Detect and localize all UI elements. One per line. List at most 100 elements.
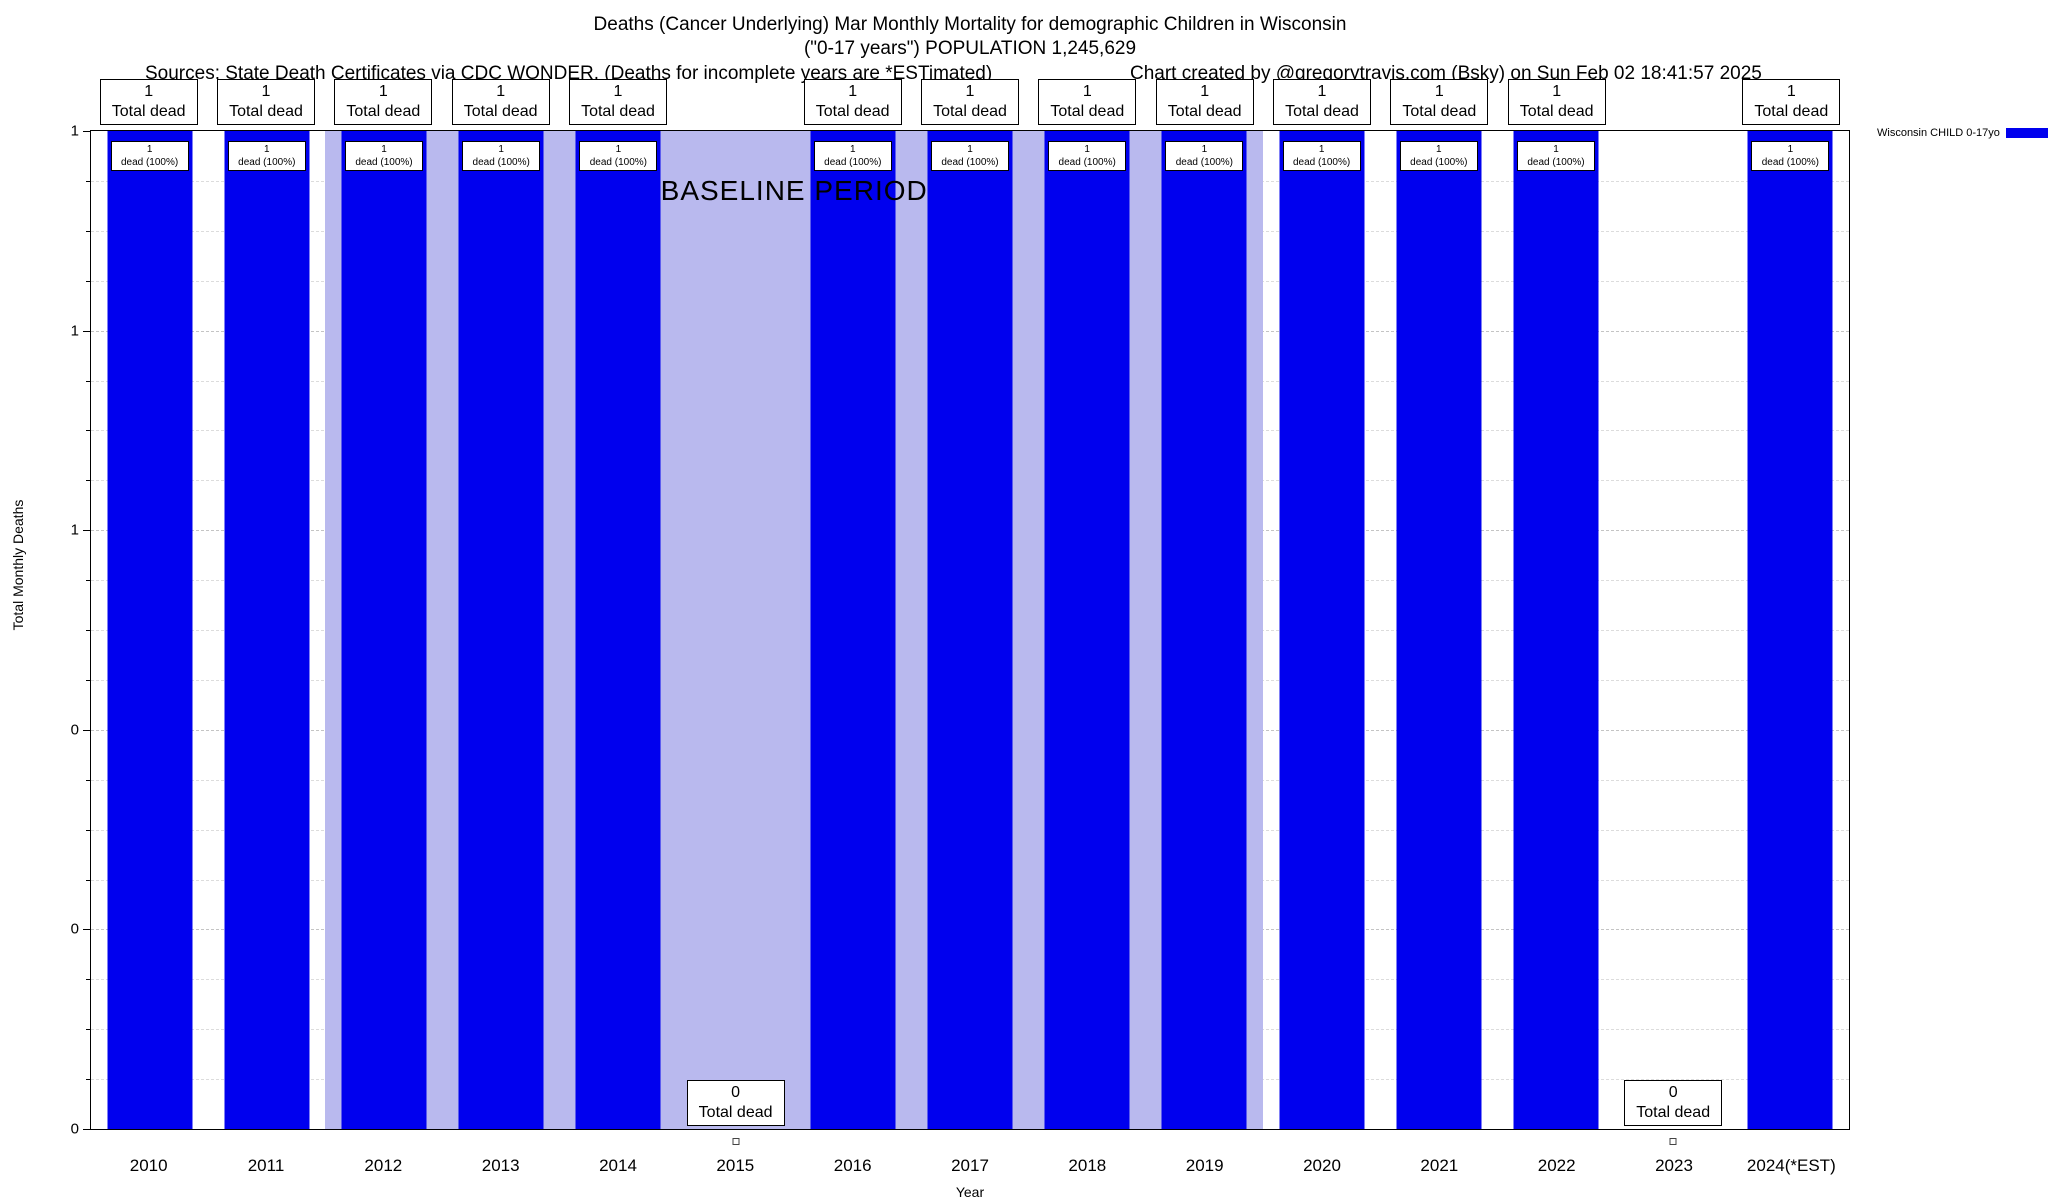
legend-color-swatch — [2005, 128, 2048, 138]
bar-dead-count: 1 — [615, 144, 622, 155]
y-tick-mark — [86, 679, 91, 681]
total-dead-label: Total dead — [581, 103, 655, 120]
x-tick-label: 2020 — [1303, 1156, 1341, 1175]
y-tick-label: 0 — [70, 1120, 79, 1138]
y-tick-mark — [86, 230, 91, 232]
bar-dead-count: 1 — [146, 144, 153, 155]
bar — [1747, 131, 1833, 1129]
x-tick-label: 2023 — [1655, 1156, 1693, 1175]
x-tick-label: 2016 — [833, 1156, 872, 1175]
total-dead-label: Total dead — [1402, 103, 1477, 120]
y-tick-mark — [83, 929, 91, 931]
y-tick-label: 0 — [70, 920, 79, 938]
bar-dead-count: 1 — [381, 144, 387, 155]
total-dead-label: Total dead — [815, 103, 890, 120]
bar-dead-count: 1 — [1318, 144, 1325, 155]
y-tick-mark — [86, 430, 91, 432]
total-dead-label: Total dead — [1754, 103, 1829, 120]
total-dead-label: Total dead — [698, 1104, 773, 1121]
bar-dead-pct-box: 1 dead (100%) — [813, 141, 892, 171]
total-dead-count: 1 — [848, 83, 858, 100]
zero-bar-marker — [1669, 1138, 1677, 1145]
y-tick-mark — [86, 1029, 91, 1031]
bar — [107, 131, 193, 1129]
total-dead-box: 1 Total dead — [569, 79, 667, 125]
y-tick-mark — [86, 879, 91, 881]
y-tick-mark — [83, 330, 91, 332]
total-dead-label: Total dead — [1285, 103, 1359, 120]
legend: Wisconsin CHILD 0-17yo — [1877, 127, 2048, 139]
total-dead-count: 0 — [1668, 1084, 1678, 1101]
chart-sources: Sources: State Death Certificates via CD… — [145, 62, 993, 84]
x-tick-label: 2015 — [716, 1156, 755, 1175]
x-tick-label: 2012 — [364, 1156, 403, 1175]
bar-dead-pct-label: dead (100%) — [1175, 157, 1234, 168]
bar-dead-pct-box: 1 dead (100%) — [931, 141, 1009, 171]
bar-dead-count: 1 — [967, 144, 973, 155]
total-dead-count: 1 — [1082, 83, 1092, 100]
bar-dead-count: 1 — [850, 144, 856, 155]
y-tick-label: 1 — [70, 122, 79, 140]
y-axis-title: Total Monthly Deaths — [10, 499, 26, 631]
x-tick-label: 2017 — [951, 1156, 989, 1175]
bar-dead-pct-box: 1 dead (100%) — [1399, 141, 1478, 171]
y-tick-mark — [86, 580, 91, 582]
y-tick-label: 1 — [70, 322, 79, 340]
chart-subtitle: ("0-17 years") POPULATION 1,245,629 — [803, 37, 1137, 59]
y-tick-mark — [83, 1129, 91, 1130]
bar-dead-pct-box: 1 dead (100%) — [1165, 141, 1244, 171]
y-tick-mark — [86, 180, 91, 182]
bar — [341, 131, 427, 1129]
bar-dead-pct-label: dead (100%) — [472, 157, 530, 168]
y-tick-mark — [86, 829, 91, 831]
chart-credit: Chart created by @gregorytravis.com (Bsk… — [1130, 62, 1762, 84]
bar — [1044, 131, 1130, 1129]
total-dead-count: 1 — [965, 83, 975, 100]
y-tick-mark — [86, 630, 91, 631]
bar-dead-pct-box: 1 dead (100%) — [1048, 141, 1127, 171]
chart-meta-row: Sources: State Death Certificates via CD… — [90, 63, 1850, 87]
bar-dead-pct-label: dead (100%) — [589, 157, 648, 168]
total-dead-label: Total dead — [111, 103, 186, 120]
bar-dead-pct-label: dead (100%) — [1058, 157, 1116, 168]
total-dead-box: 1 Total dead — [217, 79, 315, 125]
total-dead-count: 1 — [144, 83, 154, 100]
bar — [1513, 131, 1599, 1129]
total-dead-box: 1 Total dead — [99, 79, 198, 125]
bar-dead-pct-box: 1 dead (100%) — [579, 141, 658, 171]
y-tick-mark — [86, 779, 91, 781]
baseline-period-label: BASELINE PERIOD — [660, 175, 928, 206]
y-tick-mark — [86, 280, 91, 282]
bar — [1396, 131, 1482, 1129]
y-tick-mark — [83, 131, 91, 132]
bar-dead-pct-label: dead (100%) — [238, 157, 296, 168]
bar-dead-pct-box: 1 dead (100%) — [1751, 141, 1830, 171]
total-dead-label: Total dead — [933, 103, 1007, 120]
bar-dead-count: 1 — [1787, 144, 1794, 155]
x-tick-label: 2022 — [1537, 1156, 1576, 1175]
total-dead-count: 1 — [261, 83, 271, 100]
bar-dead-pct-box: 1 dead (100%) — [344, 141, 423, 171]
total-dead-count: 0 — [731, 1084, 741, 1101]
bar — [458, 131, 544, 1129]
bar-dead-pct-label: dead (100%) — [1410, 157, 1468, 168]
total-dead-box: 1 Total dead — [334, 79, 433, 125]
bar — [810, 131, 896, 1129]
bar-dead-count: 1 — [1436, 144, 1442, 155]
total-dead-count: 1 — [1200, 83, 1210, 100]
total-dead-box: 1 Total dead — [1273, 79, 1371, 125]
chart-title: Deaths (Cancer Underlying) Mar Monthly M… — [593, 14, 1347, 35]
bar-dead-pct-box: 1 dead (100%) — [110, 141, 189, 171]
y-tick-mark — [86, 979, 91, 981]
bar-dead-pct-box: 1 dead (100%) — [462, 141, 541, 171]
bar-dead-count: 1 — [498, 144, 504, 155]
total-dead-box: 1 Total dead — [1155, 79, 1254, 125]
x-tick-label: 2019 — [1185, 1156, 1224, 1175]
bar-dead-pct-label: dead (100%) — [1527, 157, 1585, 168]
bar — [224, 131, 310, 1129]
total-dead-box: 1 Total dead — [1742, 79, 1841, 125]
bar-dead-count: 1 — [1553, 144, 1559, 155]
total-dead-label: Total dead — [1636, 1104, 1711, 1121]
total-dead-label: Total dead — [229, 103, 303, 120]
x-axis-tick-row: 2010 2011 2012 2013 2014 2015 2016 2017 2018 2019… — [90, 1156, 1850, 1180]
